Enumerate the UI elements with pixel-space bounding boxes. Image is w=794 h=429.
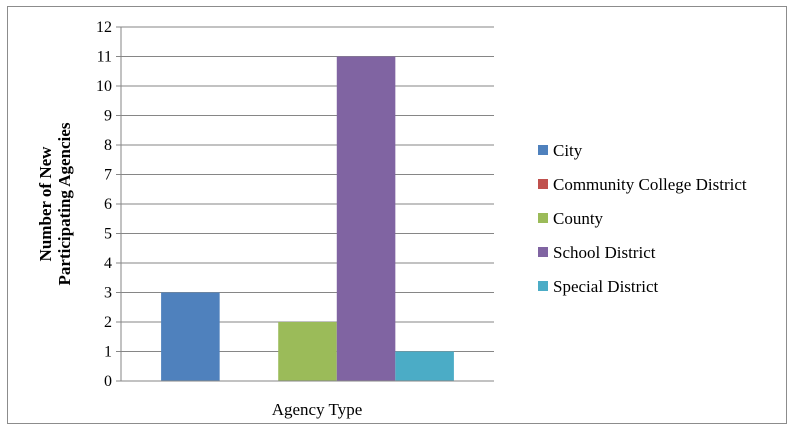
bar-school-district [336, 56, 396, 381]
legend-swatch [538, 247, 548, 257]
y-tick-label: 2 [104, 314, 112, 331]
legend-swatch [538, 179, 548, 189]
bar-county [278, 322, 337, 381]
y-tick-label: 6 [104, 196, 112, 213]
y-tick-label: 0 [104, 373, 112, 390]
legend: City Community College District County Scho… [538, 141, 747, 296]
y-tick-label: 7 [104, 167, 112, 184]
x-axis-title: Agency Type [272, 400, 363, 419]
y-tick-label: 10 [96, 78, 112, 95]
legend-label: School District [553, 243, 656, 262]
y-axis-title-line-2: Participating Agencies [55, 122, 74, 285]
legend-label: County [553, 209, 604, 228]
y-axis-title-line-1: Number of New [36, 146, 55, 262]
legend-label: Special District [553, 277, 659, 296]
y-tick-label: 4 [104, 255, 112, 272]
y-tick-label: 3 [104, 285, 112, 302]
y-tick-label: 8 [104, 137, 112, 154]
legend-label: Community College District [553, 175, 747, 194]
y-tick-label: 11 [97, 49, 112, 66]
bar-special-district [395, 351, 454, 381]
y-tick-label: 1 [104, 344, 112, 361]
y-tick-label: 12 [96, 19, 112, 36]
y-tick-label: 9 [104, 108, 112, 125]
y-tick-label: 5 [104, 226, 112, 243]
legend-swatch [538, 213, 548, 223]
legend-swatch [538, 281, 548, 291]
legend-swatch [538, 145, 548, 155]
bars [161, 56, 454, 381]
bar-city [161, 292, 220, 381]
legend-label: City [553, 141, 583, 160]
